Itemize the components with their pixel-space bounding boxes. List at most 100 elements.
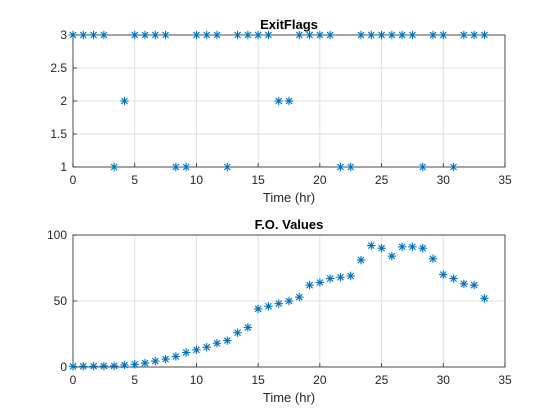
exitflags-xlabel: Time (hr) [263,190,315,205]
fo-values-xtick-label: 5 [131,373,138,387]
exitflags-data-point [253,30,263,40]
fo-values-data-point [387,251,397,261]
fo-values-data-point [284,296,294,306]
exitflags-data-point [387,30,397,40]
fo-values-data-point [192,345,201,355]
exitflags-data-point [449,162,458,172]
fo-values-data-point [325,274,335,283]
fo-values-data-point [459,279,469,289]
exitflags-data-point [68,30,78,40]
exitflags-data-point [315,30,325,40]
exitflags-data-point [202,30,211,40]
fo-values-data-point [151,356,160,366]
exitflags-data-point [428,30,438,40]
exitflags-xtick-label: 15 [251,173,265,187]
fo-values-axes: F.O. Values Time (hr) 0 5 10 15 20 25 30 35 0 50 1… [47,217,512,405]
fo-values-xtick-label: 30 [437,373,451,387]
fo-values-data-point [202,343,211,352]
fo-values-data-point [397,242,407,252]
fo-values-data-point [408,242,417,252]
fo-values-data-point [181,348,191,357]
exitflags-data-point [243,30,253,40]
exitflags-xtick-label: 0 [70,173,77,187]
exitflags-xtick-label: 5 [131,173,138,187]
fo-values-data-point [480,294,489,303]
exitflags-axes: ExitFlags Time (hr) 0 5 10 15 20 25 30 35 1 1.5 2 2… [50,17,512,205]
fo-values-data-point [356,255,366,265]
fo-values-ytick-label: 0 [60,360,67,374]
exitflags-data-point [192,30,201,40]
exitflags-data-point [459,30,469,40]
fo-values-data-point [469,280,479,290]
exitflags-data-point [274,96,283,106]
exitflags-data-point [120,96,129,106]
fo-values-title: F.O. Values [255,217,324,232]
fo-values-xtick-label: 0 [70,373,77,387]
exitflags-data-point [397,30,407,40]
exitflags-xtick-label: 30 [437,173,451,187]
exitflags-data-point [469,30,479,40]
exitflags-data-point [305,30,314,40]
fo-values-data-point [274,299,283,308]
exitflags-ytick-label: 1.5 [50,127,67,141]
exitflags-axes-box [72,34,506,168]
fo-values-data-point [120,360,129,370]
fo-values-data-point [140,358,150,368]
fo-values-data-point [130,360,139,369]
exitflags-data-point [171,162,181,172]
fo-values-xtick-label: 35 [498,373,512,387]
exitflags-data-point [79,30,88,40]
fo-values-data-point [109,361,119,371]
exitflags-xtick-label: 35 [498,173,512,187]
fo-values-ytick-label: 50 [54,294,68,308]
exitflags-data-point [99,30,109,40]
fo-values-xtick-label: 15 [251,373,265,387]
fo-values-data-point [161,354,170,364]
exitflags-ytick-label: 2 [60,94,67,108]
fo-values-data-point [418,244,427,253]
fo-values-axes-box [72,234,506,368]
fo-values-data-point [295,292,304,302]
exitflags-xtick-label: 20 [313,173,327,187]
exitflags-data-point [480,30,489,40]
fo-values-data-point [89,362,98,371]
fo-values-data-point [253,304,263,314]
fo-values-data-point [68,362,78,371]
exitflags-data-point [336,162,345,172]
exitflags-data-point [212,30,222,40]
fo-values-data-point [305,280,314,290]
exitflags-ytick-label: 1 [60,160,67,174]
exitflags-data-point [356,30,366,40]
exitflags-ytick-label: 2.5 [50,61,67,75]
exitflags-data-point [151,30,160,40]
exitflags-ytick-label: 3 [60,28,67,42]
exitflags-data-point [130,30,139,40]
exitflags-data-point [140,30,150,40]
exitflags-data-point [284,96,294,106]
fo-values-ytick-label: 100 [47,228,67,242]
exitflags-data-point [295,30,304,40]
fo-values-xtick-label: 25 [375,373,389,387]
fo-values-data-point [264,302,273,311]
exitflags-title: ExitFlags [260,17,318,32]
exitflags-data-point [89,30,98,40]
fo-values-data-point [99,361,109,371]
fo-values-xtick-label: 10 [190,373,204,387]
fo-values-data-point [79,362,88,371]
fo-values-xtick-label: 20 [313,373,327,387]
fo-values-data-point [377,244,386,253]
exitflags-data-point [161,30,170,40]
fo-values-data-point [243,323,253,332]
fo-values-data-point [439,270,448,279]
fo-values-data-point [336,273,345,282]
exitflags-data-point [408,30,417,40]
exitflags-data-point [377,30,386,40]
exitflags-xtick-label: 25 [375,173,389,187]
fo-values-data-point [315,278,325,287]
exitflags-data-point [264,30,273,40]
exitflags-data-point [439,30,448,40]
exitflags-data-point [418,162,427,172]
fo-values-data-point [367,241,376,250]
fo-values-data-point [346,271,355,281]
